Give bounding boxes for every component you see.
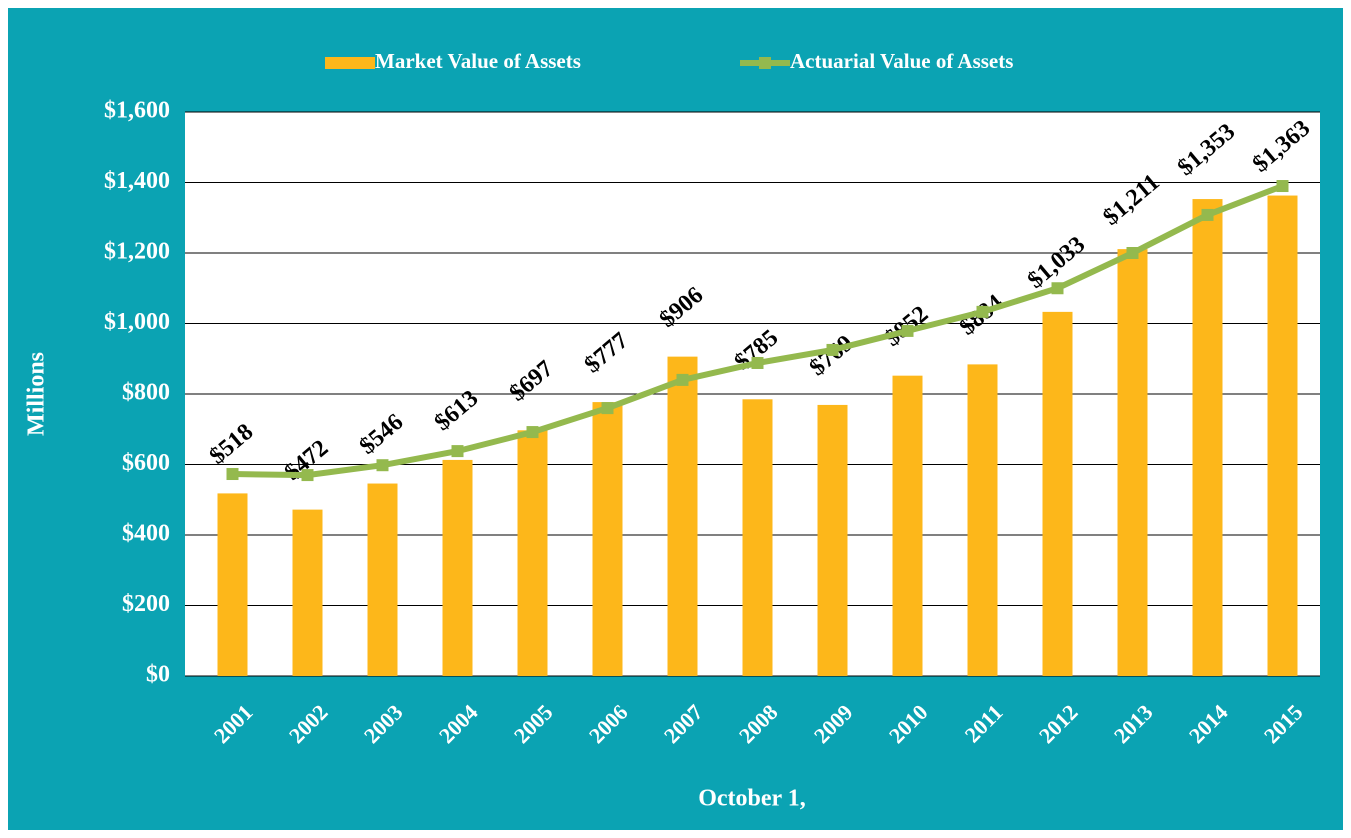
bar — [442, 459, 473, 676]
bar — [1042, 311, 1073, 676]
line-marker — [376, 459, 389, 472]
bar — [817, 404, 848, 676]
legend-label: Market Value of Assets — [375, 49, 581, 73]
line-marker — [976, 305, 989, 318]
bar — [667, 356, 698, 676]
bar — [742, 399, 773, 676]
line-marker — [451, 445, 464, 458]
bar — [517, 430, 548, 676]
bar — [1117, 249, 1148, 676]
y-tick-label: $400 — [122, 521, 170, 547]
y-tick-label: $0 — [146, 662, 170, 688]
line-marker — [1276, 180, 1289, 193]
line-marker — [526, 426, 539, 439]
bar — [1192, 199, 1223, 676]
bar — [967, 364, 998, 676]
y-tick-label: $600 — [122, 450, 170, 476]
line-marker — [1126, 247, 1139, 259]
y-tick-label: $1,200 — [104, 239, 170, 265]
legend-label: Actuarial Value of Assets — [790, 49, 1013, 73]
bar — [367, 483, 398, 676]
line-marker — [901, 324, 914, 337]
legend-marker — [759, 57, 771, 69]
x-axis-label: October 1, — [698, 786, 806, 812]
line-marker — [1051, 282, 1064, 295]
line-marker — [676, 373, 689, 386]
y-axis-label: Millions — [24, 352, 50, 436]
bar — [892, 375, 923, 676]
bar — [1267, 195, 1298, 677]
line-marker — [601, 402, 614, 415]
line-marker — [1201, 208, 1214, 221]
line-marker — [826, 343, 839, 356]
y-tick-label: $1,600 — [104, 98, 170, 124]
bar — [217, 493, 248, 676]
y-tick-label: $200 — [122, 591, 170, 617]
line-marker — [301, 469, 314, 482]
line-marker — [751, 356, 764, 369]
bar — [592, 402, 623, 676]
y-tick-label: $1,400 — [104, 168, 170, 194]
line-marker — [226, 468, 239, 481]
y-tick-label: $1,000 — [104, 309, 170, 335]
legend-swatch — [325, 57, 375, 69]
bar — [292, 509, 323, 676]
y-tick-label: $800 — [122, 380, 170, 406]
